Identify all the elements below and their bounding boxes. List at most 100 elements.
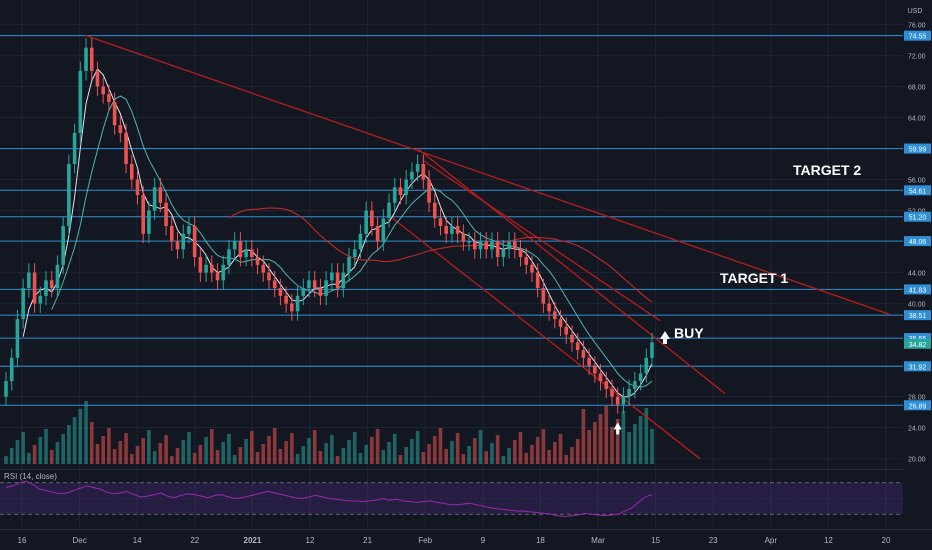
time-tick-label: 12: [824, 536, 833, 545]
level-price-tag: [904, 333, 931, 344]
candle: [352, 249, 357, 258]
candle: [432, 202, 437, 219]
candle: [175, 241, 180, 250]
level-price-label: 41.83: [909, 287, 927, 294]
volume-bar: [524, 453, 529, 464]
time-tick-label: 14: [133, 536, 142, 545]
candle: [467, 241, 471, 243]
volume-bar: [530, 445, 534, 464]
volume-bar: [267, 436, 271, 464]
volume-bar: [152, 451, 157, 464]
candle: [55, 264, 60, 289]
annotation-label: TARGET 2: [793, 162, 861, 178]
candle: [232, 241, 237, 250]
level-price-label: 26.89: [909, 403, 927, 410]
candle: [593, 365, 597, 374]
volume-bar: [455, 433, 460, 464]
price-tick-label: 56.00: [908, 178, 926, 185]
last-price-tag: [904, 338, 931, 349]
volume-bar: [553, 442, 557, 464]
candle: [27, 272, 31, 289]
candle: [307, 280, 311, 289]
price-axis: 76.0072.0068.0064.0056.0052.0044.0040.00…: [903, 0, 932, 530]
volume-bar: [290, 433, 294, 464]
trend-line-main: [85, 35, 891, 316]
volume-bar: [232, 455, 237, 464]
candles: [4, 38, 654, 414]
volume-bar: [312, 430, 317, 464]
volume-bar: [295, 454, 300, 464]
candle: [107, 94, 111, 102]
volume-bar: [4, 456, 8, 464]
volume-bar: [135, 446, 140, 464]
volume-bar: [284, 441, 288, 464]
candle: [415, 164, 420, 172]
candle: [398, 187, 403, 196]
level-price-tag: [904, 284, 931, 295]
candle: [461, 233, 466, 242]
volume-bar: [221, 442, 226, 464]
candle: [221, 264, 226, 281]
volume-bar: [593, 422, 597, 464]
candle: [541, 288, 546, 304]
candle: [507, 241, 511, 250]
price-tick-label: 76.00: [908, 22, 926, 29]
volume-bar: [198, 445, 203, 464]
volume-bar: [101, 436, 105, 464]
candle: [347, 257, 351, 273]
volume-bar: [501, 456, 506, 464]
volume-bar: [204, 437, 208, 464]
volume-bar: [535, 437, 540, 464]
candle: [375, 226, 380, 242]
candle: [101, 86, 105, 95]
volume-bar: [547, 450, 551, 464]
volume-bar: [375, 429, 380, 464]
volume-bar: [461, 454, 466, 464]
candle: [410, 171, 414, 180]
candle: [553, 311, 557, 320]
candle: [518, 249, 523, 258]
volume-bar: [347, 440, 351, 464]
volume-bar: [410, 439, 414, 464]
candle: [187, 226, 191, 234]
candle: [501, 249, 506, 258]
rsi-label: RSI (14, close): [4, 472, 57, 481]
candle: [181, 233, 186, 250]
volume-bar: [61, 434, 65, 464]
price-tick-label: 72.00: [908, 53, 926, 60]
candle: [490, 241, 494, 250]
level-price-label: 59.99: [909, 147, 927, 154]
volume-bar: [330, 435, 334, 464]
volume-bar: [187, 432, 191, 464]
volume-bar: [238, 447, 243, 464]
volume-bar: [227, 434, 231, 464]
candle: [587, 357, 591, 366]
candle: [615, 396, 620, 405]
candle: [152, 187, 157, 211]
candle: [392, 187, 397, 203]
level-price-tag: [904, 211, 931, 222]
time-tick-label: 12: [306, 536, 315, 545]
candle: [215, 272, 220, 281]
buy-arrow-icon: [660, 331, 670, 345]
candle: [438, 218, 443, 227]
candle: [341, 272, 346, 289]
volume-bar: [89, 422, 94, 464]
ma-slow-line: [228, 207, 653, 303]
volume-bar: [38, 437, 43, 464]
volume-bar: [512, 440, 517, 464]
volume-bar: [49, 450, 54, 464]
candle: [621, 396, 626, 405]
volume-bar: [421, 452, 426, 464]
candle: [650, 342, 654, 358]
volume-bar: [141, 438, 146, 464]
volume-bar: [107, 428, 111, 464]
candle: [312, 280, 317, 289]
volume-bar: [570, 447, 574, 464]
price-axis-bg: [903, 0, 932, 530]
volume-bar: [255, 452, 260, 464]
level-price-label: 48.06: [909, 239, 927, 246]
candle: [633, 381, 637, 389]
currency-label: USD: [908, 8, 923, 15]
